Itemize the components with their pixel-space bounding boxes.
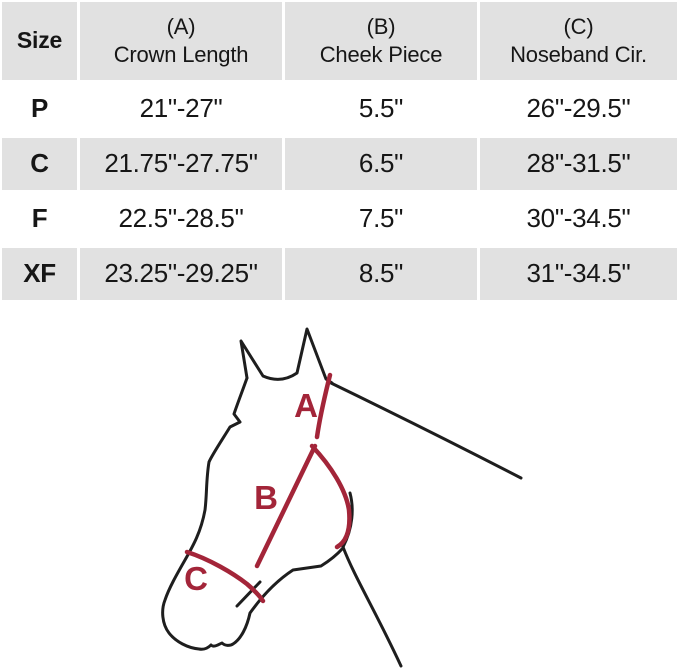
halter-crown-strap [314, 372, 333, 440]
table-cell-size-f: F [2, 193, 77, 245]
table-cell-noseband-c: 28"-31.5" [480, 138, 677, 190]
table-cell-size-xf: XF [2, 248, 77, 300]
label-b-cheek: B [254, 479, 278, 516]
table-cell-size-p: P [2, 83, 77, 135]
halter-noseband-strap [184, 549, 266, 604]
halter-labels-group: A B C [184, 387, 318, 597]
horse-face-muzzle-jaw-line [161, 376, 345, 651]
table-cell-cheek-f: 7.5" [285, 193, 477, 245]
horse-mane-neck-line [329, 381, 523, 480]
column-title-noseband: Noseband Cir. [510, 42, 647, 67]
column-title-crown-length: Crown Length [113, 42, 249, 67]
halter-cheek-strap [254, 443, 318, 569]
table-cell-cheek-xf: 8.5" [285, 248, 477, 300]
table-cell-noseband-xf: 31"-34.5" [480, 248, 677, 300]
table-cell-cheek-c: 6.5" [285, 138, 477, 190]
halter-straps-group [184, 372, 352, 604]
column-header-crown-length: (A) Crown Length [80, 2, 282, 80]
horse-front-neck-line [341, 545, 403, 668]
halter-throat-loop-strap [309, 443, 352, 550]
horse-ears-poll-line [239, 327, 334, 385]
column-title-cheek-piece: Cheek Piece [319, 42, 443, 67]
table-cell-crown-c: 21.75"-27.75" [80, 138, 282, 190]
label-a-crown: A [294, 387, 318, 424]
table-cell-size-c: C [2, 138, 77, 190]
label-c-noseband: C [184, 560, 208, 597]
horse-outline-group [161, 327, 523, 668]
table-cell-noseband-p: 26"-29.5" [480, 83, 677, 135]
table-cell-noseband-f: 30"-34.5" [480, 193, 677, 245]
column-header-cheek-piece: (B) Cheek Piece [285, 2, 477, 80]
table-cell-crown-f: 22.5"-28.5" [80, 193, 282, 245]
column-tag-b: (B) [366, 13, 396, 39]
horse-head-illustration: A B C [161, 327, 523, 668]
horse-mouth-line [235, 580, 262, 608]
column-tag-c: (C) [563, 13, 594, 39]
table-cell-cheek-p: 5.5" [285, 83, 477, 135]
column-header-size: Size [2, 2, 77, 80]
halter-size-table: Size (A) Crown Length (B) Cheek Piece (C… [0, 0, 679, 300]
table-cell-crown-p: 21"-27" [80, 83, 282, 135]
column-header-noseband: (C) Noseband Cir. [480, 2, 677, 80]
table-cell-crown-xf: 23.25"-29.25" [80, 248, 282, 300]
column-tag-a: (A) [166, 13, 196, 39]
halter-measurement-diagram: A B C [0, 300, 679, 669]
